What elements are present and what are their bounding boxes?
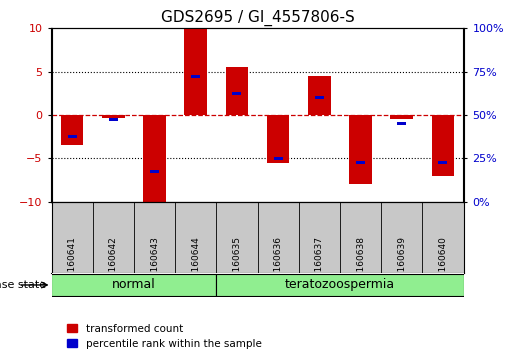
Bar (184, 28, 207, 115)
Text: GSM160639: GSM160639 (397, 236, 406, 291)
Legend: transformed count, percentile rank within the sample: transformed count, percentile rank withi… (67, 324, 262, 349)
Bar (102, 115, 125, 118)
Bar (308, 76, 331, 115)
Bar (397, 122, 406, 125)
Text: GSM160636: GSM160636 (273, 236, 283, 291)
Bar (191, 74, 200, 78)
Bar (267, 115, 289, 163)
Bar (349, 115, 372, 184)
Bar (109, 118, 118, 121)
Text: teratozoospermia: teratozoospermia (285, 279, 395, 291)
Text: GSM160637: GSM160637 (315, 236, 324, 291)
Bar (216, 274, 464, 296)
Bar (390, 115, 413, 119)
Text: disease state: disease state (0, 280, 46, 290)
Bar (67, 135, 77, 138)
Bar (61, 115, 83, 145)
Text: GSM160640: GSM160640 (438, 236, 448, 291)
Bar (273, 157, 283, 160)
Text: GSM160643: GSM160643 (150, 236, 159, 291)
Text: GSM160641: GSM160641 (67, 236, 77, 291)
Bar (432, 115, 454, 176)
Text: GSM160644: GSM160644 (191, 236, 200, 291)
Bar (226, 67, 248, 115)
Text: GSM160642: GSM160642 (109, 236, 118, 291)
Text: normal: normal (112, 279, 156, 291)
Bar (232, 92, 242, 95)
Text: GSM160635: GSM160635 (232, 236, 242, 291)
Title: GDS2695 / GI_4557806-S: GDS2695 / GI_4557806-S (161, 9, 354, 25)
Bar (150, 170, 159, 173)
Text: GSM160638: GSM160638 (356, 236, 365, 291)
Bar (315, 96, 324, 99)
Bar (52, 274, 216, 296)
Bar (356, 161, 365, 164)
Bar (438, 161, 448, 164)
Bar (143, 115, 166, 202)
